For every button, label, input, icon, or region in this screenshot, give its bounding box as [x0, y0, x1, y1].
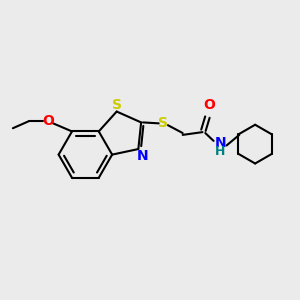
Text: S: S — [112, 98, 122, 112]
Text: H: H — [215, 146, 226, 158]
Text: N: N — [215, 136, 226, 150]
Text: O: O — [203, 98, 215, 112]
Text: N: N — [137, 149, 149, 163]
Text: S: S — [158, 116, 168, 130]
Text: O: O — [42, 114, 54, 128]
